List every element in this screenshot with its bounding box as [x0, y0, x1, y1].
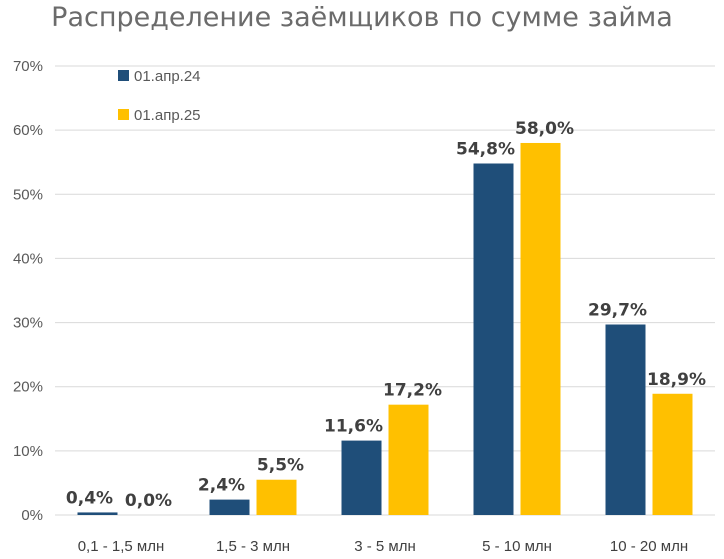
- data-label: 18,9%: [647, 370, 706, 390]
- y-tick-label: 0%: [21, 507, 43, 524]
- data-label: 0,4%: [66, 488, 113, 508]
- bar-series2: [388, 404, 429, 515]
- legend-label: 01.апр.24: [134, 68, 201, 85]
- data-label: 5,5%: [257, 456, 304, 476]
- data-label: 58,0%: [515, 119, 574, 139]
- legend-swatch: [118, 109, 129, 120]
- legend-swatch: [118, 70, 129, 81]
- data-label: 0,0%: [125, 491, 172, 511]
- bar-series1: [605, 324, 646, 515]
- x-tick-label: 3 - 5 млн: [354, 538, 416, 555]
- y-tick-label: 20%: [13, 379, 43, 396]
- data-label: 29,7%: [588, 300, 647, 320]
- bar-series1: [473, 163, 514, 516]
- data-label: 17,2%: [383, 381, 442, 401]
- y-tick-label: 30%: [13, 315, 43, 332]
- chart-title: Распределение заёмщиков по сумме займа: [51, 2, 673, 33]
- y-tick-label: 50%: [13, 186, 43, 203]
- y-tick-label: 60%: [13, 122, 43, 139]
- data-label: 11,6%: [324, 417, 383, 437]
- legend-label: 01.апр.25: [134, 107, 201, 124]
- x-tick-label: 10 - 20 млн: [610, 538, 688, 555]
- y-tick-label: 10%: [13, 443, 43, 460]
- bar-series1: [209, 499, 250, 515]
- bar-series1: [77, 512, 118, 515]
- x-tick-label: 0,1 - 1,5 млн: [78, 538, 165, 555]
- data-label: 2,4%: [198, 476, 245, 496]
- x-tick-label: 5 - 10 млн: [482, 538, 552, 555]
- bar-series2: [652, 393, 693, 515]
- bar-series2: [520, 142, 561, 515]
- data-label: 54,8%: [456, 139, 515, 159]
- bar-series1: [341, 440, 382, 515]
- y-tick-label: 40%: [13, 250, 43, 267]
- y-tick-label: 70%: [13, 58, 43, 75]
- bar-series2: [256, 479, 297, 515]
- x-tick-label: 1,5 - 3 млн: [216, 538, 290, 555]
